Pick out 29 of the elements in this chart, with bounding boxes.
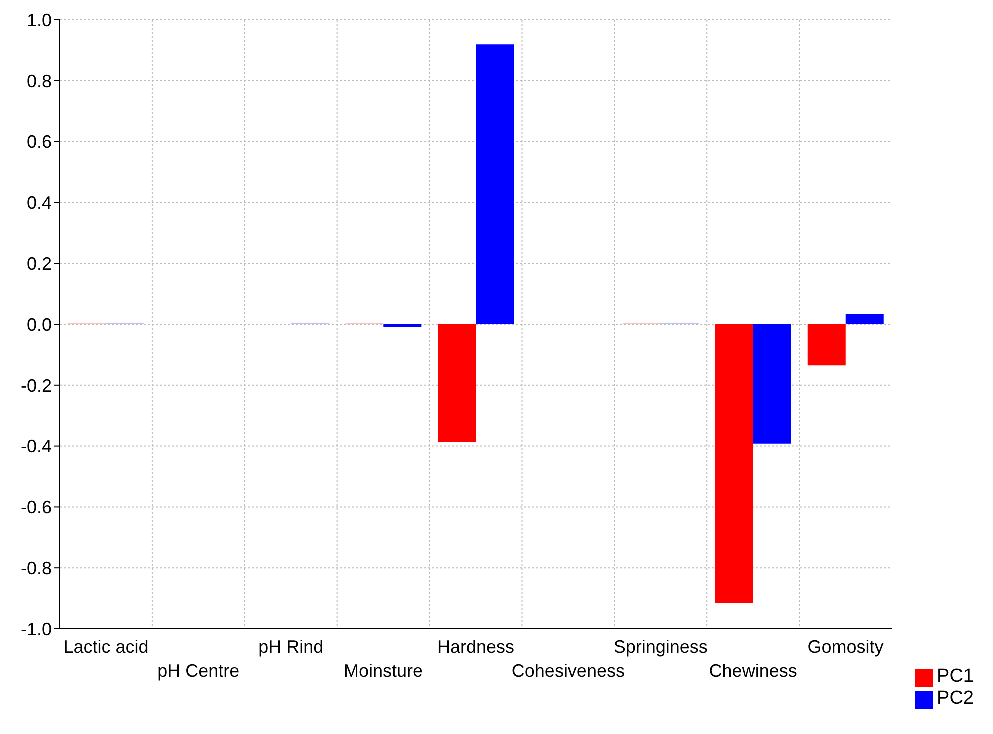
y-tick-label: -0.4 xyxy=(20,436,52,457)
bar xyxy=(715,324,754,604)
y-tick-label: -0.2 xyxy=(20,376,52,396)
y-tick-label: 0.0 xyxy=(26,314,52,335)
x-tick-label: Springiness xyxy=(614,637,708,657)
legend-label: PC1 xyxy=(937,666,974,687)
y-tick-label: 0.6 xyxy=(26,132,52,152)
x-tick-label: Lactic acid xyxy=(64,637,149,657)
y-tick-label: 0.2 xyxy=(26,254,52,274)
x-tick-label: Cohesiveness xyxy=(512,661,625,681)
y-tick-label: -0.6 xyxy=(20,498,52,518)
bar xyxy=(384,324,422,328)
x-tick-label: Chewiness xyxy=(709,661,798,681)
y-tick-label: 1.0 xyxy=(26,10,52,30)
bar xyxy=(753,324,792,444)
y-tick-label: -1.0 xyxy=(20,619,52,640)
y-tick-label: 0.4 xyxy=(26,193,52,214)
bar xyxy=(476,44,514,324)
y-tick-label: 0.8 xyxy=(26,71,52,92)
x-tick-label: Hardness xyxy=(437,637,515,657)
x-tick-label: pH Rind xyxy=(258,637,324,657)
x-tick-label: pH Centre xyxy=(158,661,240,681)
x-tick-label: Gomosity xyxy=(808,637,884,657)
y-tick-label: -0.8 xyxy=(20,558,52,578)
legend-label: PC2 xyxy=(937,688,974,709)
bar xyxy=(846,314,884,324)
bar xyxy=(438,324,476,442)
bar xyxy=(808,324,846,366)
x-tick-label: Moinsture xyxy=(344,661,424,681)
